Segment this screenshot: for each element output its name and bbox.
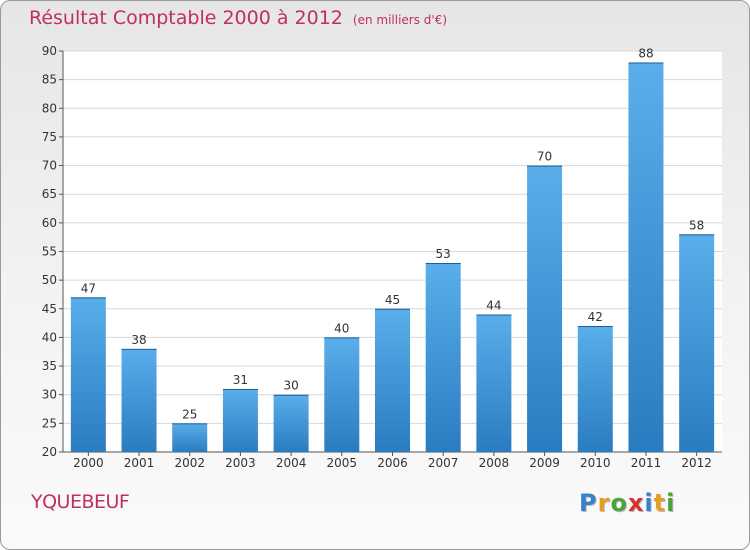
subtitle-text: (en milliers d'€) xyxy=(352,13,448,27)
y-tick-label: 60 xyxy=(42,216,57,230)
y-tick-label: 30 xyxy=(42,388,57,402)
data-label: 45 xyxy=(385,293,400,307)
logo-letter: r xyxy=(597,489,611,517)
y-tick-label: 70 xyxy=(42,159,57,173)
data-label: 25 xyxy=(182,407,197,421)
x-tick-label: 2004 xyxy=(276,456,307,470)
x-tick-label: 2007 xyxy=(428,456,459,470)
x-tick-label: 2006 xyxy=(377,456,408,470)
x-tick-label: 2003 xyxy=(225,456,256,470)
bar xyxy=(577,325,613,452)
x-tick-label: 2011 xyxy=(631,456,662,470)
data-label: 58 xyxy=(689,218,704,232)
x-tick-label: 2012 xyxy=(681,456,712,470)
data-label: 31 xyxy=(233,373,248,387)
y-tick-label: 75 xyxy=(42,130,57,144)
bar xyxy=(70,297,106,452)
proxiti-logo: Proxiti xyxy=(579,489,675,517)
data-label: 30 xyxy=(283,379,298,393)
bar xyxy=(222,388,258,452)
commune-name: YQUEBEUF xyxy=(31,491,130,513)
y-tick-label: 80 xyxy=(42,101,57,115)
logo-letter: t xyxy=(653,489,667,517)
x-tick-label: 2001 xyxy=(124,456,155,470)
logo-letter: P xyxy=(579,489,598,517)
y-tick-label: 20 xyxy=(42,445,57,459)
x-tick-label: 2002 xyxy=(174,456,205,470)
y-tick-label: 40 xyxy=(42,330,57,344)
data-label: 53 xyxy=(436,247,451,261)
bar xyxy=(121,348,157,452)
y-tick-label: 45 xyxy=(42,302,57,316)
logo-letter: o xyxy=(610,489,628,517)
data-label: 38 xyxy=(131,333,146,347)
x-tick-label: 2005 xyxy=(327,456,358,470)
x-tick-label: 2010 xyxy=(580,456,611,470)
bar xyxy=(476,314,512,452)
title-text: Résultat Comptable 2000 à 2012 xyxy=(29,7,343,29)
data-label: 40 xyxy=(334,321,349,335)
x-tick-label: 2000 xyxy=(73,456,104,470)
logo-letter: i xyxy=(666,489,676,517)
y-tick-label: 85 xyxy=(42,73,57,87)
bar xyxy=(172,423,208,452)
logo-letter: x xyxy=(627,489,645,517)
y-tick-label: 55 xyxy=(42,245,57,259)
bar xyxy=(628,62,664,452)
data-label: 42 xyxy=(588,310,603,324)
bar xyxy=(375,308,410,452)
bar xyxy=(273,394,309,452)
y-tick-label: 90 xyxy=(42,44,57,58)
bar xyxy=(527,165,563,453)
y-tick-label: 65 xyxy=(42,187,57,201)
data-label: 47 xyxy=(81,281,96,295)
y-tick-label: 50 xyxy=(42,273,57,287)
bar xyxy=(679,234,715,452)
data-label: 88 xyxy=(638,46,653,60)
x-tick-label: 2008 xyxy=(479,456,510,470)
data-label: 70 xyxy=(537,150,552,164)
chart-title: Résultat Comptable 2000 à 2012 (en millie… xyxy=(29,7,447,29)
bar xyxy=(324,337,360,452)
data-label: 44 xyxy=(486,299,501,313)
logo-letter: i xyxy=(644,489,654,517)
y-tick-label: 25 xyxy=(42,416,57,430)
x-tick-label: 2009 xyxy=(529,456,560,470)
y-tick-label: 35 xyxy=(42,359,57,373)
bar xyxy=(425,262,461,452)
